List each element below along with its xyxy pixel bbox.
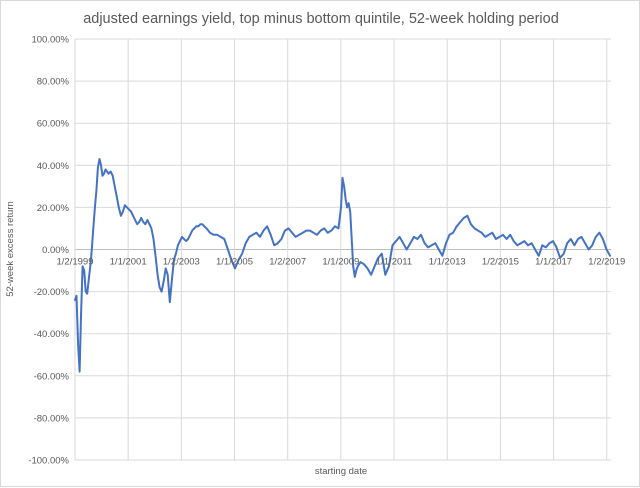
x-tick-label: 1/1/2001 <box>110 257 147 268</box>
y-tick-label: 0.00% <box>42 245 69 256</box>
y-tick-label: -20.00% <box>34 287 70 298</box>
chart-title: adjusted earnings yield, top minus botto… <box>83 11 559 27</box>
series-line <box>74 158 612 373</box>
x-tick-label: 1/1/2017 <box>535 257 572 268</box>
x-tick-label: 1/1/2005 <box>216 257 253 268</box>
gridlines <box>74 38 611 461</box>
y-tick-label: 80.00% <box>37 77 70 88</box>
y-tick-label: -100.00% <box>28 456 69 467</box>
y-tick-label: 100.00% <box>31 35 69 46</box>
y-tick-label: 20.00% <box>37 203 70 214</box>
y-axis-tick-labels: 100.00% 80.00% 60.00% 40.00% 20.00% 0.00% -20.… <box>28 35 69 467</box>
y-tick-label: -60.00% <box>34 371 70 382</box>
x-tick-label: 1/1/2009 <box>322 257 359 268</box>
x-tick-label: 1/1/2011 <box>376 257 412 268</box>
x-tick-label: 1/1/2013 <box>429 257 466 268</box>
x-tick-label: 1/2/2015 <box>482 257 519 268</box>
x-tick-label: 1/2/2007 <box>269 257 306 268</box>
y-tick-label: 60.00% <box>37 119 70 130</box>
x-tick-label: 1/2/2019 <box>588 257 625 268</box>
x-axis-tick-labels: 1/2/1999 1/1/2001 1/2/2003 1/1/2005 1/2/2007… <box>57 257 626 268</box>
y-axis-title: 52-week excess return <box>5 201 16 297</box>
series-layer <box>74 158 612 373</box>
x-tick-label: 1/2/1999 <box>57 257 94 268</box>
y-tick-label: -40.00% <box>34 329 70 340</box>
x-tick-label: 1/2/2003 <box>163 257 200 268</box>
y-tick-label: -80.00% <box>34 413 70 424</box>
x-axis-title: starting date <box>315 466 367 477</box>
y-tick-label: 40.00% <box>37 161 70 172</box>
